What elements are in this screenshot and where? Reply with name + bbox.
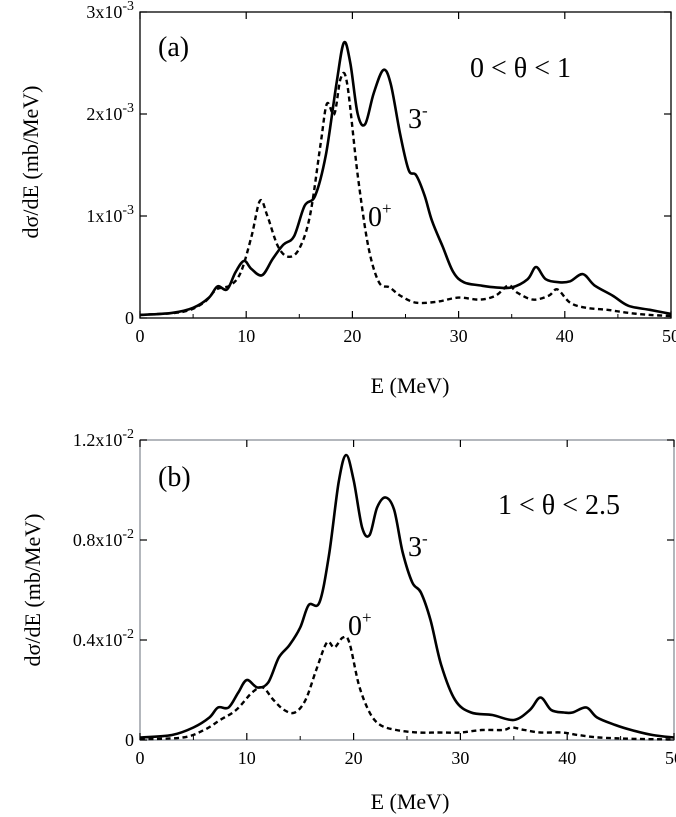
- panel-a-x-tick-label-30: 30: [450, 326, 468, 346]
- panel-a-curves: [139, 40, 672, 318]
- panel-b-curve-3minus: [139, 453, 675, 739]
- panel-a-series-label-0plus: 0+: [368, 199, 392, 233]
- panel-b-theta-range: 1 < θ < 2.5: [498, 490, 620, 521]
- panel-b-y-axis-title: dσ/dE (mb/MeV): [20, 513, 45, 666]
- panel-a-curve-0plus: [139, 71, 672, 318]
- panel-b-x-axis-title: E (MeV): [371, 789, 450, 814]
- panel-b-frame: [139, 439, 675, 741]
- panel-b-y-tick-label-3: 1.2x10-2: [73, 427, 134, 450]
- panel-a-x-tick-label-40: 40: [556, 326, 574, 346]
- panel-b-curves: [139, 453, 675, 741]
- panel-b-curve-0plus: [139, 635, 675, 741]
- panel-b-x-tick-label-50: 50: [665, 748, 676, 768]
- panel-a-y-tick-label-0: 0: [125, 308, 134, 328]
- panel-b-ticks: 0 10 20 30 40 50 0 0.4x10-2 0.8x10-2 1.2x10-2: [73, 427, 676, 768]
- panel-a-frame: [139, 11, 672, 319]
- panel-b: 0 10 20 30 40 50 0 0.4x10-2 0.8x10-2 1.2x10-2 (b)…: [20, 427, 676, 814]
- panel-b-x-tick-label-20: 20: [345, 748, 363, 768]
- panel-a-x-tick-label-50: 50: [662, 326, 676, 346]
- panel-b-x-tick-label-30: 30: [451, 748, 469, 768]
- panel-b-series-label-0plus: 0+: [348, 608, 372, 642]
- panel-a-series-label-3minus: 3-: [408, 101, 428, 135]
- panel-b-x-tick-label-0: 0: [136, 748, 145, 768]
- panel-a-x-tick-label-20: 20: [343, 326, 361, 346]
- panel-b-series-label-3minus: 3-: [408, 529, 428, 563]
- panel-a-curve-3minus: [139, 40, 672, 317]
- panel-b-y-tick-label-1: 0.4x10-2: [73, 627, 134, 650]
- panel-a-y-tick-label-1: 1x10-3: [86, 203, 134, 226]
- panel-b-y-tick-label-2: 0.8x10-2: [73, 527, 134, 550]
- panel-b-x-tick-label-40: 40: [558, 748, 576, 768]
- panel-b-x-tick-label-10: 10: [238, 748, 256, 768]
- panel-a-theta-range: 0 < θ < 1: [470, 53, 571, 84]
- panel-a: 0 10 20 30 40 50 0 1x10-3 2x10-3 3x10-3 (a) 0 < θ…: [18, 0, 676, 398]
- panel-a-x-tick-label-0: 0: [136, 326, 145, 346]
- panel-a-label: (a): [158, 32, 189, 63]
- panel-b-label: (b): [158, 462, 191, 493]
- panel-a-x-axis-title: E (MeV): [371, 373, 450, 398]
- panel-a-y-axis-title: dσ/dE (mb/MeV): [18, 85, 43, 238]
- panel-a-ticks: 0 10 20 30 40 50 0 1x10-3 2x10-3 3x10-3: [86, 0, 676, 346]
- panel-a-y-tick-label-3: 3x10-3: [86, 0, 134, 22]
- panel-b-y-tick-label-0: 0: [125, 730, 134, 750]
- panel-a-y-tick-label-2: 2x10-3: [86, 101, 134, 124]
- panel-a-x-tick-label-10: 10: [237, 326, 255, 346]
